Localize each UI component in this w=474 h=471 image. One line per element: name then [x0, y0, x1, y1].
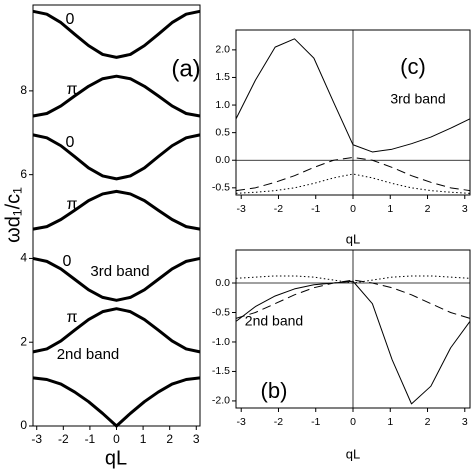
annotation: 0: [63, 253, 72, 270]
y-tick-label: -0.5: [212, 182, 230, 194]
y-tick-label: 0: [20, 418, 27, 432]
data-line: [32, 9, 201, 59]
x-axis-label: qL: [346, 231, 360, 246]
annotation: (c): [400, 54, 426, 79]
y-tick-label: 2: [20, 334, 27, 348]
x-tick-label: 3: [462, 416, 468, 428]
annotation: 3rd band: [390, 91, 445, 107]
x-tick-label: -1: [311, 416, 320, 428]
x-tick-label: 0: [113, 432, 120, 446]
y-tick-label: 1.5: [215, 71, 230, 83]
x-tick-label: 2: [166, 432, 173, 446]
annotation: 3rd band: [90, 263, 149, 280]
x-axis-label: qL: [346, 446, 360, 461]
data-line: [32, 74, 201, 118]
x-tick-label: 1: [140, 432, 147, 446]
y-tick-label: -2.0: [212, 395, 230, 407]
x-tick-label: 0: [350, 203, 356, 215]
y-tick-label: 0.0: [215, 154, 230, 166]
x-tick-label: -1: [311, 203, 320, 215]
data-line: [32, 189, 201, 231]
x-tick-label: -3: [237, 416, 246, 428]
x-axis-label: qL: [105, 447, 127, 469]
data-line: [235, 280, 471, 405]
x-tick-label: -2: [274, 416, 283, 428]
x-tick-label: 3: [462, 203, 468, 215]
annotation: (a): [171, 55, 200, 82]
y-tick-label: -1.0: [212, 336, 230, 348]
x-tick-label: 3: [193, 432, 200, 446]
x-tick-label: 1: [387, 416, 393, 428]
data-line: [235, 156, 471, 192]
y-tick-label: -0.5: [212, 306, 230, 318]
y-tick-label: 1.0: [215, 99, 230, 111]
x-tick-label: 2: [425, 203, 431, 215]
y-tick-label: -1.5: [212, 365, 230, 377]
y-tick-label: 6: [20, 167, 27, 181]
y-tick-label: 0.5: [215, 126, 230, 138]
annotation: 2nd band: [57, 346, 120, 363]
data-line: [32, 133, 201, 181]
annotation: π: [66, 81, 77, 98]
y-tick-label: 0.0: [215, 277, 230, 289]
x-tick-label: -2: [274, 203, 283, 215]
annotation: π: [66, 309, 77, 326]
annotation: 0: [66, 134, 75, 151]
y-axis-label: ωd₁/c₁: [2, 187, 24, 243]
data-line: [32, 376, 201, 428]
x-tick-label: 0: [350, 416, 356, 428]
x-tick-label: 2: [425, 416, 431, 428]
data-line: [32, 256, 201, 302]
annotation: 2nd band: [245, 313, 303, 329]
y-tick-label: 4: [20, 251, 27, 265]
y-tick-label: 8: [20, 83, 27, 97]
x-tick-label: -3: [237, 203, 246, 215]
annotation: 0: [66, 11, 75, 28]
data-line: [32, 307, 201, 354]
data-line: [235, 38, 471, 153]
annotation: π: [66, 196, 77, 213]
x-tick-label: 1: [387, 203, 393, 215]
x-tick-label: -1: [85, 432, 96, 446]
x-tick-label: -3: [31, 432, 42, 446]
x-tick-label: -2: [58, 432, 69, 446]
annotation: (b): [261, 378, 288, 403]
y-tick-label: 2.0: [215, 44, 230, 56]
